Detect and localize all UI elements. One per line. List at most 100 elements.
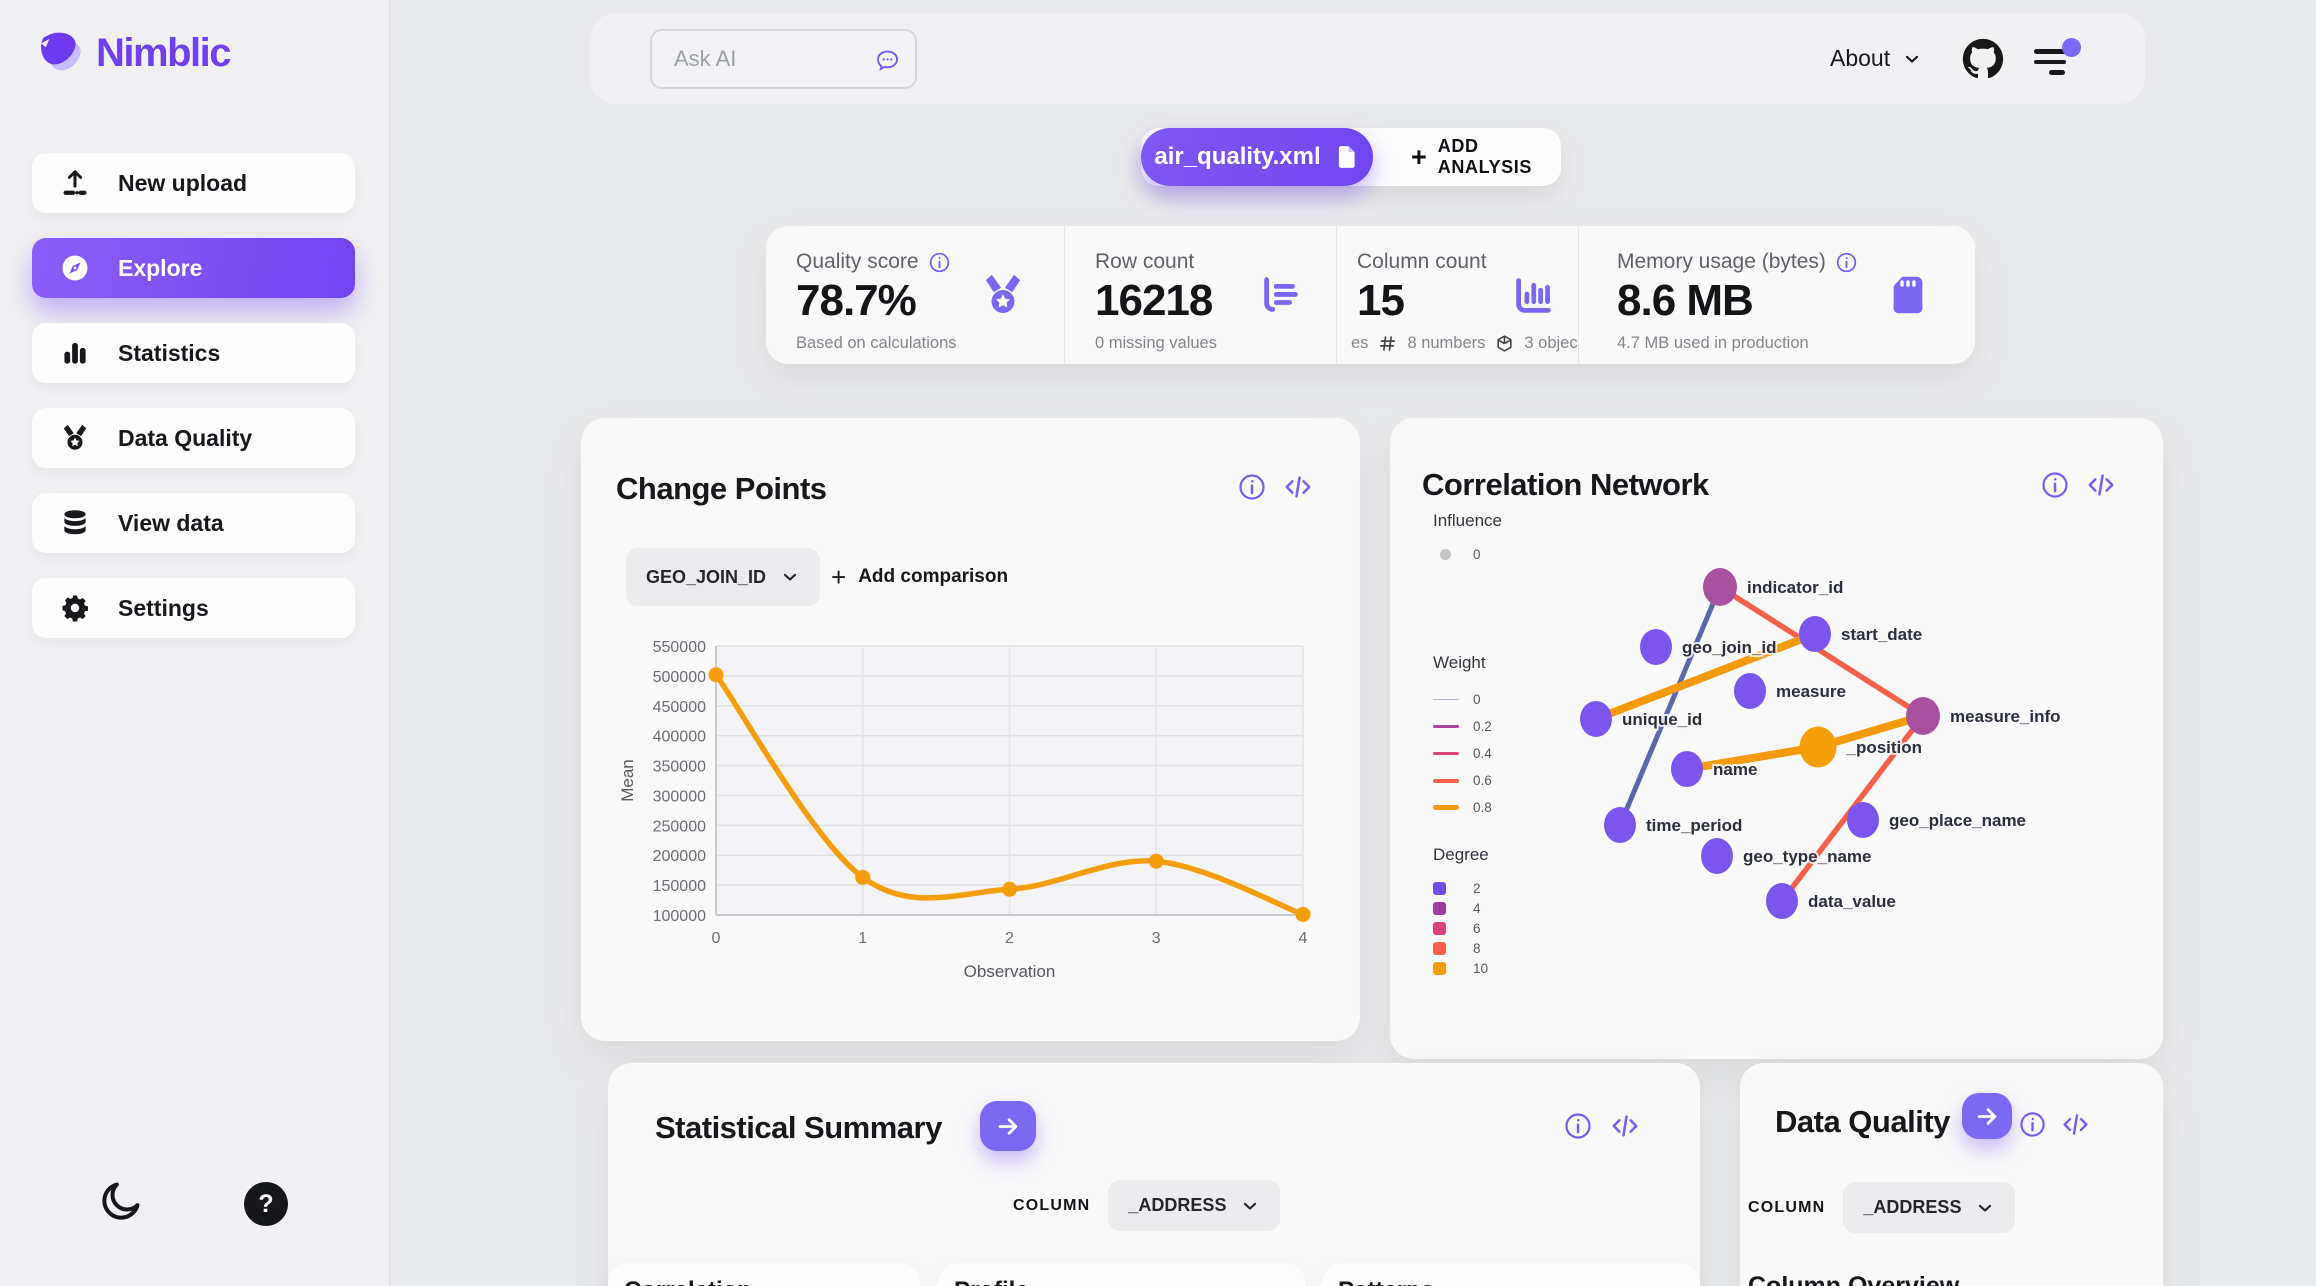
network-node-name[interactable] [1671, 751, 1703, 787]
open-data-quality-button[interactable] [1962, 1093, 2012, 1139]
column-label: COLUMN [1013, 1196, 1091, 1214]
chevron-down-icon [1902, 49, 1922, 69]
svg-text:Mean: Mean [618, 759, 637, 802]
sidebar-item-view-data[interactable]: View data [32, 493, 355, 553]
code-icon[interactable] [2061, 1110, 2090, 1139]
legend-title: Degree [1433, 845, 1489, 864]
stat-subtitle: 4.7 MB used in production [1617, 334, 1809, 352]
network-node-measure[interactable] [1734, 673, 1766, 709]
summary-section-correlation[interactable]: Correlation [608, 1263, 920, 1286]
svg-text:400000: 400000 [653, 729, 706, 746]
network-node-_position[interactable] [1799, 726, 1837, 768]
network-node-label: start_date [1841, 625, 1922, 644]
svg-text:300000: 300000 [653, 788, 706, 805]
network-edge-name-_position [1686, 743, 1819, 773]
sidebar-item-label: Settings [118, 594, 209, 621]
network-node-unique_id[interactable] [1580, 701, 1612, 737]
section-title: Column Overview [1748, 1272, 1960, 1286]
medal-icon [980, 272, 1026, 318]
github-icon[interactable] [1962, 38, 2004, 80]
sidebar-item-label: New upload [118, 169, 248, 196]
legend-item: 0.2 [1433, 713, 1492, 740]
network-node-geo_type_name[interactable] [1701, 838, 1733, 874]
svg-text:1: 1 [858, 930, 867, 947]
svg-text:150000: 150000 [653, 878, 706, 895]
summary-section-profile[interactable]: Profile [938, 1263, 1305, 1286]
network-node-label: measure [1776, 682, 1846, 701]
stat-value: 16218 [1095, 276, 1213, 325]
info-icon[interactable] [2040, 470, 2070, 500]
hash-icon [1378, 334, 1397, 353]
sidebar-item-data-quality[interactable]: Data Quality [32, 408, 355, 468]
info-icon[interactable] [1237, 472, 1267, 502]
network-node-indicator_id[interactable] [1703, 568, 1737, 606]
sidebar-item-statistics[interactable]: Statistics [32, 323, 355, 383]
memory-icon [1885, 272, 1931, 318]
code-icon[interactable] [2086, 470, 2116, 500]
app-logo[interactable]: Nimblic [34, 28, 231, 78]
network-node-measure_info[interactable] [1906, 697, 1940, 735]
change-points-chart: 100000 150000 200000 250000 300000 350000 4000… [611, 614, 1321, 994]
sidebar-item-settings[interactable]: Settings [32, 578, 355, 638]
sidebar-item-explore[interactable]: Explore [32, 238, 355, 298]
summary-section-title: Patterns [1338, 1277, 1700, 1286]
upload-icon [60, 168, 90, 198]
topbar: About [590, 13, 2145, 104]
svg-text:Observation: Observation [964, 962, 1056, 981]
column-selector[interactable]: _ADDRESS [1843, 1182, 2016, 1233]
network-node-time_period[interactable] [1604, 807, 1636, 843]
about-menu[interactable]: About [1830, 13, 1922, 104]
stat-value: 8.6 MB [1617, 276, 1754, 325]
sidebar-item-label: Statistics [118, 339, 221, 366]
help-button[interactable]: ? [244, 1182, 288, 1226]
plus-icon: + [831, 561, 847, 592]
correlation-network-card: Correlation Network Influence 0 Weight 0 0.… [1390, 418, 2163, 1059]
svg-text:100000: 100000 [653, 908, 706, 925]
info-icon[interactable] [1835, 251, 1858, 274]
stat-subtitle: Based on calculations [796, 334, 957, 352]
network-edge-unique_id-start_date [1594, 630, 1817, 723]
network-node-data_value[interactable] [1766, 883, 1798, 919]
dark-mode-toggle[interactable] [98, 1178, 144, 1224]
network-node-start_date[interactable] [1799, 616, 1831, 652]
menu-button[interactable] [2034, 49, 2070, 81]
add-analysis-button[interactable]: + ADD ANALYSIS [1393, 128, 1561, 186]
stat-card-quality-score: Quality score 78.7% Based on calculation… [766, 226, 1064, 364]
add-comparison-label: Add comparison [858, 566, 1009, 587]
tab-air-quality-xml[interactable]: air_quality.xml [1141, 128, 1373, 186]
compass-icon [60, 253, 90, 283]
stats-row: Quality score 78.7% Based on calculation… [766, 226, 1975, 364]
statistical-summary-card: Statistical Summary COLUMN _ADDRESS Corr… [608, 1063, 1700, 1286]
add-comparison-button[interactable]: + Add comparison [831, 548, 1008, 606]
chat-bubble-icon[interactable] [874, 47, 901, 74]
ask-ai-input[interactable] [650, 29, 917, 89]
legend-swatch [1440, 548, 1451, 560]
legend-swatch [1433, 921, 1446, 935]
legend-item: 2 [1433, 878, 1489, 898]
info-icon[interactable] [2018, 1110, 2047, 1139]
sidebar: Nimblic New upload Explore Statistics Da… [0, 0, 390, 1286]
code-icon[interactable] [1610, 1111, 1640, 1141]
info-icon[interactable] [1563, 1111, 1593, 1141]
info-icon[interactable] [928, 251, 951, 274]
sidebar-item-new-upload[interactable]: New upload [32, 153, 355, 213]
network-node-label: unique_id [1622, 710, 1702, 729]
open-summary-button[interactable] [980, 1101, 1036, 1151]
svg-text:500000: 500000 [653, 669, 706, 686]
code-icon[interactable] [1283, 472, 1313, 502]
selected-column: _ADDRESS [1863, 1197, 1962, 1217]
summary-section-patterns[interactable]: Patterns [1322, 1263, 1700, 1286]
summary-section-title: Correlation [624, 1277, 920, 1286]
about-label: About [1830, 45, 1891, 71]
svg-text:3: 3 [1152, 930, 1161, 947]
network-node-geo_join_id[interactable] [1640, 629, 1672, 665]
column-selector[interactable]: GEO_JOIN_ID [626, 548, 821, 606]
network-node-geo_place_name[interactable] [1847, 802, 1879, 838]
selected-column: _ADDRESS [1128, 1195, 1227, 1215]
sidebar-item-label: View data [118, 509, 224, 536]
column-selector[interactable]: _ADDRESS [1108, 1180, 1281, 1231]
nimblic-logo-icon [34, 28, 86, 78]
svg-text:550000: 550000 [653, 639, 706, 656]
medal-icon [60, 423, 90, 453]
